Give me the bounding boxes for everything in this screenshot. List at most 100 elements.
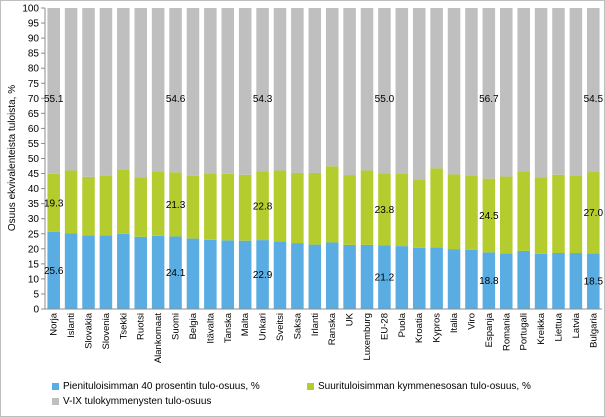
y-tick-label: 20 bbox=[28, 244, 40, 255]
y-tick-label: 100 bbox=[22, 4, 39, 15]
bar-middle-deciles-13 bbox=[273, 8, 287, 171]
y-tick-label: 35 bbox=[28, 199, 40, 210]
bar-top-decile-23 bbox=[447, 174, 461, 250]
bar-top-decile-28 bbox=[534, 177, 548, 254]
bar-low-income-27 bbox=[517, 250, 530, 309]
data-label-top-decile: 19.3 bbox=[44, 198, 64, 209]
y-tick-label: 70 bbox=[28, 94, 40, 105]
y-tick-label: 95 bbox=[28, 19, 40, 30]
bar-middle-deciles-4 bbox=[117, 8, 130, 170]
bar-low-income-6 bbox=[151, 235, 165, 309]
bar-low-income-20 bbox=[395, 246, 409, 309]
bar-top-decile-3 bbox=[99, 175, 113, 236]
data-label-middle-deciles: 55.0 bbox=[375, 94, 395, 105]
bar-low-income-18 bbox=[360, 244, 374, 309]
x-tick-label: Irlanti bbox=[310, 313, 321, 336]
y-axis-title: Osuus ekvivalenteista tuloista, % bbox=[7, 85, 18, 231]
bar-top-decile-31 bbox=[587, 172, 600, 254]
data-label-middle-deciles: 54.5 bbox=[584, 94, 604, 105]
y-tick-label: 75 bbox=[28, 79, 40, 90]
y-tick-label: 5 bbox=[33, 289, 39, 300]
bar-low-income-30 bbox=[569, 253, 583, 309]
data-label-low-income: 24.1 bbox=[166, 268, 186, 279]
bar-low-income-17 bbox=[343, 244, 356, 309]
bar-middle-deciles-17 bbox=[343, 8, 356, 176]
bar-middle-deciles-15 bbox=[308, 8, 322, 173]
bar-middle-deciles-30 bbox=[569, 8, 583, 176]
bar-middle-deciles-31 bbox=[587, 8, 600, 173]
bar-middle-deciles-6 bbox=[151, 8, 165, 172]
bar-middle-deciles-11 bbox=[238, 8, 252, 175]
data-label-top-decile: 23.8 bbox=[375, 205, 395, 216]
data-label-low-income: 21.2 bbox=[375, 273, 395, 284]
x-tick-label: Unkari bbox=[258, 313, 269, 340]
bar-top-decile-6 bbox=[151, 171, 165, 236]
y-tick-label: 25 bbox=[28, 229, 40, 240]
bar-middle-deciles-24 bbox=[465, 8, 478, 176]
bar-top-decile-29 bbox=[552, 174, 565, 254]
y-tick-label: 45 bbox=[28, 169, 40, 180]
bar-low-income-1 bbox=[64, 233, 78, 309]
bar-low-income-29 bbox=[552, 253, 565, 309]
y-tick-label: 50 bbox=[28, 154, 40, 165]
data-label-top-decile: 21.3 bbox=[166, 200, 186, 211]
bar-low-income-23 bbox=[447, 249, 461, 309]
bar-low-income-7 bbox=[169, 236, 182, 309]
bar-low-income-10 bbox=[221, 240, 235, 309]
bar-low-income-11 bbox=[238, 240, 252, 309]
y-tick-label: 60 bbox=[28, 124, 40, 135]
x-tick-label: Suomi bbox=[171, 313, 182, 340]
legend-swatch-top-decile bbox=[307, 383, 314, 390]
bar-top-decile-1 bbox=[64, 170, 78, 234]
bar-middle-deciles-0 bbox=[47, 8, 60, 174]
bar-low-income-14 bbox=[291, 243, 304, 309]
x-tick-label: Luxemburg bbox=[362, 313, 373, 361]
bar-low-income-2 bbox=[82, 235, 95, 309]
bar-top-decile-8 bbox=[186, 175, 200, 239]
bar-top-decile-16 bbox=[325, 166, 339, 243]
y-tick-label: 80 bbox=[28, 64, 40, 75]
bar-middle-deciles-26 bbox=[500, 8, 513, 177]
bar-middle-deciles-9 bbox=[204, 8, 217, 174]
x-tick-label: Puola bbox=[397, 312, 408, 337]
bar-top-decile-21 bbox=[412, 179, 426, 248]
bar-low-income-5 bbox=[134, 236, 147, 309]
data-label-middle-deciles: 55.1 bbox=[44, 94, 64, 105]
x-tick-label: Italia bbox=[449, 312, 460, 333]
x-tick-label: Ranska bbox=[327, 312, 338, 345]
y-tick-label: 90 bbox=[28, 34, 40, 45]
x-tick-label: Belgia bbox=[188, 312, 199, 339]
x-tick-label: Bulgaria bbox=[588, 312, 599, 348]
data-label-low-income: 25.6 bbox=[44, 266, 64, 277]
bar-top-decile-7 bbox=[169, 172, 182, 237]
bar-top-decile-2 bbox=[82, 176, 95, 236]
bar-middle-deciles-23 bbox=[447, 8, 461, 175]
bar-top-decile-12 bbox=[256, 171, 269, 241]
bar-low-income-31 bbox=[587, 253, 600, 309]
bar-low-income-0 bbox=[47, 231, 60, 309]
y-tick-label: 0 bbox=[33, 305, 39, 316]
x-tick-label: Portugali bbox=[519, 313, 530, 351]
data-label-low-income: 18.5 bbox=[584, 277, 604, 288]
legend-label-middle-deciles: V-IX tulokymmenysten tulo-osuus bbox=[63, 396, 212, 407]
bar-low-income-22 bbox=[430, 247, 443, 309]
x-tick-label: Tanska bbox=[223, 312, 234, 343]
bar-top-decile-30 bbox=[569, 175, 583, 254]
bar-low-income-9 bbox=[204, 239, 217, 309]
bar-low-income-26 bbox=[500, 253, 513, 309]
bar-top-decile-26 bbox=[500, 176, 513, 254]
bar-middle-deciles-14 bbox=[291, 8, 304, 173]
x-tick-label: Viro bbox=[466, 313, 477, 330]
y-tick-label: 15 bbox=[28, 259, 40, 270]
legend-item-low-income: Pienituloisimman 40 prosentin tulo-osuus… bbox=[52, 381, 260, 392]
bar-middle-deciles-16 bbox=[325, 8, 339, 167]
x-tick-label: Latvia bbox=[571, 312, 582, 338]
bar-top-decile-19 bbox=[378, 173, 391, 246]
bar-middle-deciles-1 bbox=[64, 8, 78, 171]
bar-middle-deciles-2 bbox=[82, 8, 95, 177]
data-label-top-decile: 27.0 bbox=[584, 208, 604, 219]
bar-top-decile-9 bbox=[204, 173, 217, 240]
x-tick-label: Alankomaat bbox=[153, 313, 164, 364]
data-label-middle-deciles: 56.7 bbox=[479, 94, 499, 105]
